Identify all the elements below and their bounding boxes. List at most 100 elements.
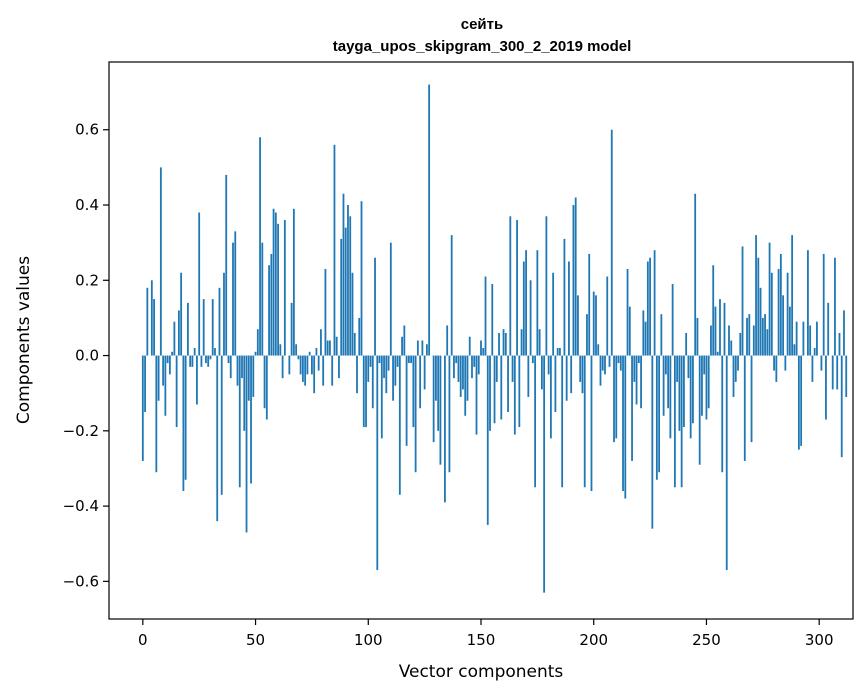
bar-165 [513, 355, 516, 435]
bar-212 [619, 355, 622, 371]
bar-116 [403, 325, 406, 356]
bar-88 [340, 238, 343, 356]
bar-304 [827, 302, 830, 356]
bar-17 [180, 272, 183, 356]
bar-130 [435, 355, 437, 401]
bar-84 [331, 355, 334, 386]
bar-62 [281, 355, 284, 379]
bar-57 [270, 253, 273, 356]
bar-10 [164, 355, 167, 416]
bar-99 [365, 355, 367, 428]
bar-163 [509, 216, 512, 356]
bar-42 [236, 355, 239, 386]
bar-209 [613, 355, 615, 443]
bar-171 [527, 355, 530, 397]
bar-93 [351, 272, 354, 356]
bar-60 [277, 223, 279, 356]
bar-237 [676, 355, 679, 382]
bar-233 [667, 355, 670, 409]
bar-299 [816, 321, 818, 356]
bar-247 [698, 355, 701, 465]
bar-49 [252, 355, 255, 397]
bar-272 [755, 235, 757, 356]
bar-196 [583, 355, 586, 488]
x-axis-label: Vector components [399, 662, 564, 682]
bar-279 [770, 272, 773, 356]
bar-188 [565, 355, 568, 401]
bar-113 [396, 355, 399, 367]
bar-283 [779, 253, 782, 356]
bar-74 [308, 351, 311, 356]
bar-181 [549, 355, 552, 439]
bar-164 [511, 355, 514, 382]
bar-303 [825, 355, 827, 420]
bar-126 [425, 344, 428, 356]
bar-266 [741, 246, 744, 356]
bar-243 [689, 355, 692, 439]
bar-148 [475, 355, 478, 435]
bar-29 [207, 355, 210, 367]
bar-80 [322, 355, 325, 386]
bar-191 [572, 205, 575, 356]
bar-40 [232, 242, 234, 356]
y-tick-label-3: 0.0 [75, 347, 99, 365]
bar-134 [444, 355, 446, 503]
bar-30 [209, 355, 212, 360]
bar-190 [570, 355, 573, 394]
y-tick-label-4: 0.2 [75, 271, 99, 289]
bar-189 [568, 261, 570, 356]
bar-255 [716, 351, 719, 356]
bar-168 [520, 329, 523, 356]
bar-182 [552, 272, 555, 356]
bar-25 [198, 212, 201, 356]
bar-35 [220, 355, 223, 495]
bar-180 [547, 355, 550, 375]
bar-155 [491, 284, 494, 356]
bar-174 [534, 355, 537, 488]
bar-211 [617, 355, 620, 364]
bar-140 [457, 355, 460, 382]
bar-175 [536, 250, 539, 356]
x-tick-label-250: 250 [692, 631, 721, 649]
bar-58 [272, 208, 275, 356]
bar-221 [640, 355, 642, 409]
bar-183 [554, 355, 557, 412]
bar-125 [423, 355, 426, 390]
bar-77 [315, 348, 318, 356]
y-tick-label-6: 0.6 [75, 121, 99, 139]
x-axis-ticks: 0 50 100 150 200 250 300 [138, 619, 834, 649]
bar-195 [581, 355, 584, 394]
bar-38 [227, 355, 230, 364]
bar-224 [646, 261, 649, 356]
bar-146 [471, 355, 473, 379]
bar-285 [784, 355, 787, 371]
bar-208 [610, 129, 613, 356]
bar-309 [838, 332, 841, 356]
bar-250 [705, 355, 708, 420]
bar-231 [662, 355, 665, 416]
bar-120 [412, 355, 415, 428]
bar-12 [168, 355, 171, 375]
bar-115 [401, 336, 403, 356]
bar-153 [486, 355, 489, 525]
bar-41 [234, 231, 237, 356]
bar-172 [529, 280, 532, 356]
bar-193 [577, 295, 579, 356]
bar-184 [556, 348, 559, 356]
bar-276 [764, 314, 766, 356]
bar-242 [687, 355, 690, 379]
bar-28 [205, 355, 207, 364]
bar-48 [250, 355, 252, 484]
bar-94 [353, 332, 356, 356]
bar-310 [840, 355, 843, 458]
bar-0 [141, 355, 144, 461]
plot-frame [108, 61, 854, 620]
bar-101 [369, 355, 372, 367]
bar-248 [701, 355, 703, 416]
bar-132 [439, 355, 442, 465]
bar-87 [338, 355, 340, 379]
bar-192 [574, 197, 577, 356]
bar-21 [189, 355, 192, 367]
bar-308 [836, 355, 839, 390]
bar-287 [788, 306, 791, 356]
